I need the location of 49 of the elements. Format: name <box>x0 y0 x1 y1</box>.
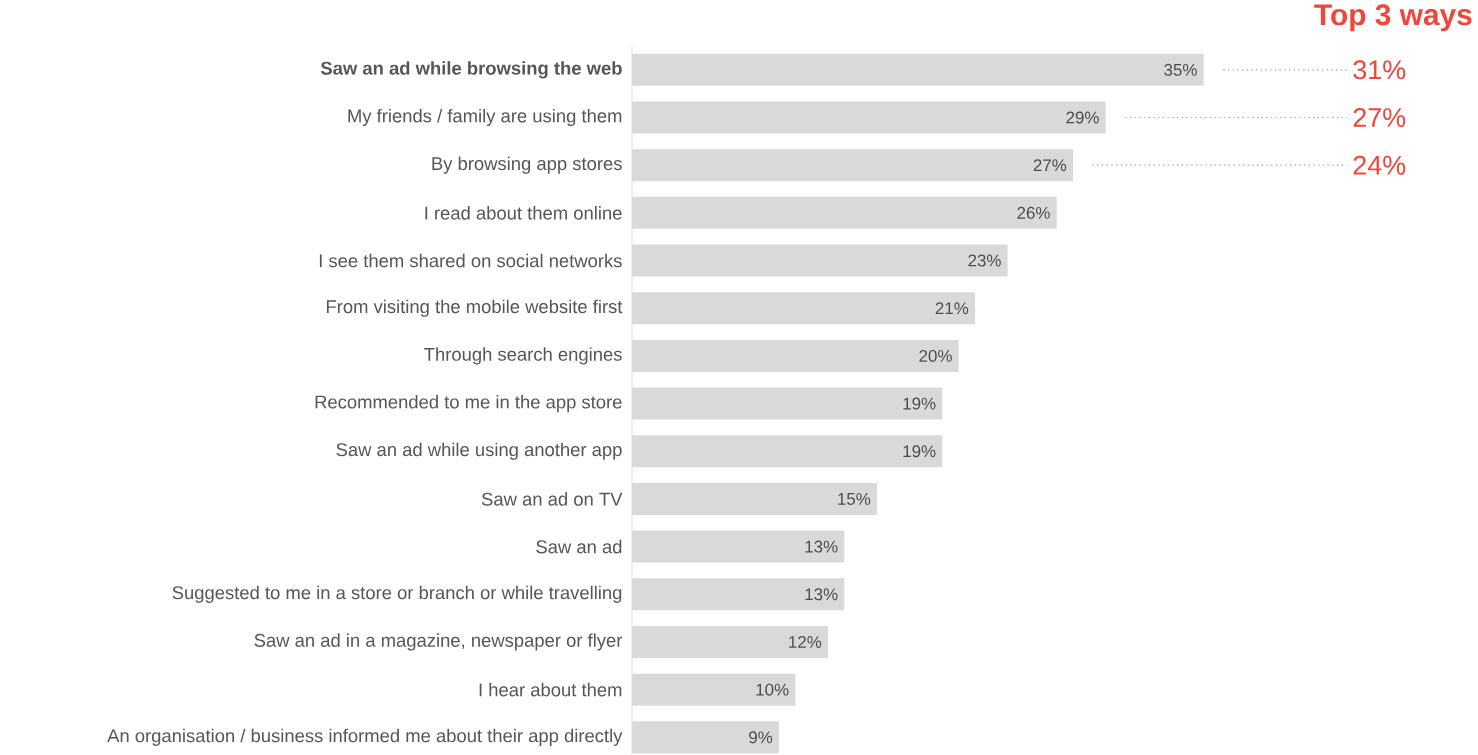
bar <box>632 673 796 706</box>
data-label: 21% <box>935 302 969 315</box>
text: Top 3 ways <box>1314 4 1472 32</box>
y-tick-label: I see them shared on social networks <box>319 253 622 268</box>
data-label: 23% <box>968 254 1001 267</box>
text: 27% <box>1353 108 1406 127</box>
y-tick-label: I hear about them <box>479 682 622 697</box>
y-tick-label: Suggested to me in a store or branch or while travelling <box>172 585 622 603</box>
data-label: 29% <box>1066 111 1099 124</box>
y-tick-label: Saw an ad while browsing the web <box>320 61 622 79</box>
data-label: 20% <box>919 349 952 362</box>
bar <box>632 292 975 325</box>
y-tick-label: Saw an ad <box>536 539 622 554</box>
text: 24% <box>1353 155 1406 175</box>
bar <box>632 339 959 372</box>
bar <box>632 244 1008 277</box>
y-tick-label: Saw an ad in a magazine, newspaper or flyer <box>254 633 623 651</box>
data-label: 15% <box>838 492 871 505</box>
bar <box>632 387 943 420</box>
y-tick-label: Through search engines <box>424 347 622 365</box>
data-label: 27% <box>1033 159 1067 172</box>
data-label: 13% <box>805 588 838 601</box>
bar <box>632 482 877 515</box>
data-label: 26% <box>1017 206 1050 219</box>
data-label: 19% <box>903 445 936 458</box>
y-tick-label: I read about them online <box>425 206 622 220</box>
data-label: 35% <box>1164 63 1197 76</box>
data-label: 9% <box>749 731 773 744</box>
data-label: 10% <box>756 683 789 696</box>
y-tick-label: From visiting the mobile website first <box>326 299 623 317</box>
bar <box>632 721 779 754</box>
y-tick-label: An organisation / business informed me about their app directly <box>107 728 623 746</box>
y-tick-label: By browsing app stores <box>432 156 622 174</box>
data-label: 13% <box>805 540 838 553</box>
bar <box>632 101 1106 134</box>
y-tick-label: Saw an ad while using another app <box>336 442 622 460</box>
y-tick-label: Recommended to me in the app store <box>315 394 622 413</box>
data-label: 19% <box>903 397 936 410</box>
bar <box>632 578 845 611</box>
bar <box>632 625 828 658</box>
bar <box>632 53 1204 86</box>
bar <box>632 530 845 563</box>
bar <box>632 196 1057 229</box>
bar <box>632 435 943 468</box>
text: 31% <box>1353 60 1406 80</box>
data-label: 12% <box>789 636 822 648</box>
y-tick-label: My friends / family are using them <box>348 108 622 127</box>
bar <box>632 149 1073 182</box>
y-tick-label: Saw an ad on TV <box>481 492 623 506</box>
